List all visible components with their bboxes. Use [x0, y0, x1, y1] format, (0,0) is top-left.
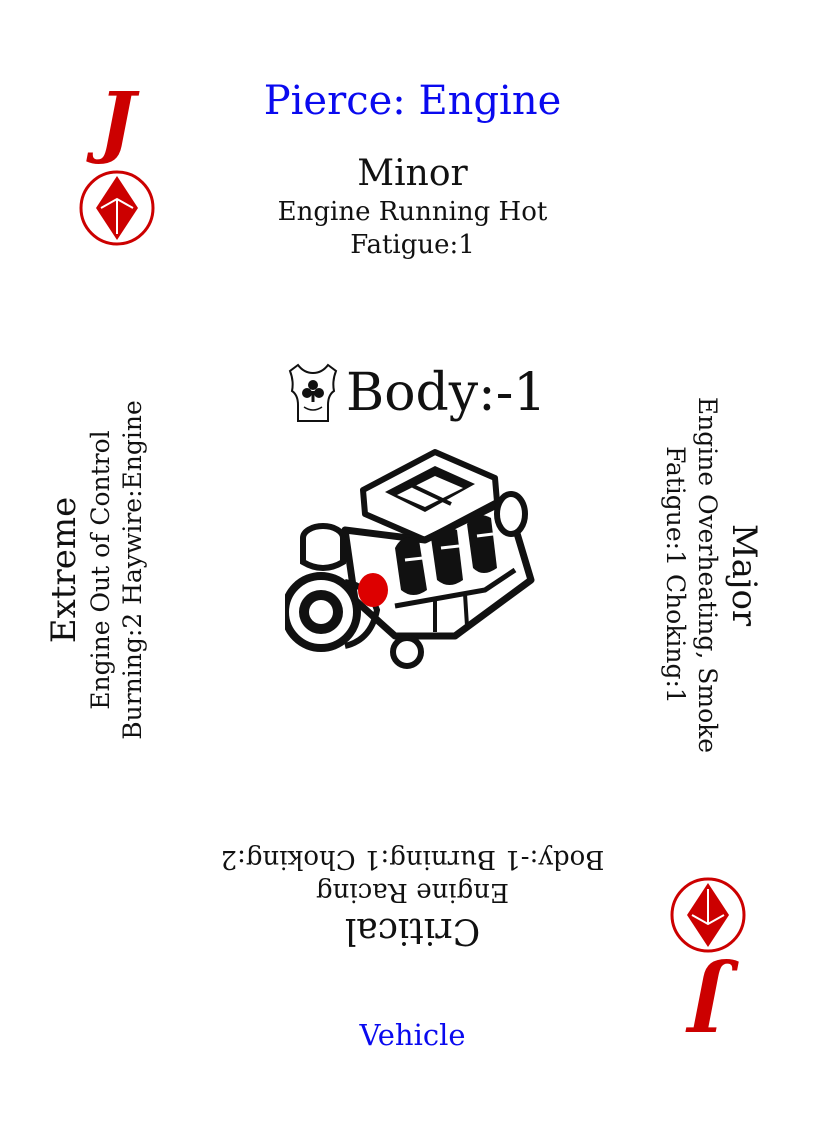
body-stat-label: Body:-1 [346, 363, 547, 423]
major-penalty: Fatigue:1 Choking:1 [661, 446, 690, 704]
minor-effect: Engine Running Hot [277, 197, 548, 227]
corner-index-top-left: J [72, 80, 162, 248]
engine-icon [285, 449, 535, 669]
extreme-section: Extreme Engine Out of Control Burning:2 … [43, 270, 193, 870]
card-footer: Vehicle [359, 1018, 466, 1052]
minor-severity: Minor [357, 153, 468, 194]
critical-severity: Critical [344, 910, 481, 951]
minor-penalty: Fatigue:1 [350, 230, 475, 260]
extreme-penalty: Burning:2 Haywire:Engine [118, 400, 147, 740]
card-rank: J [98, 76, 136, 167]
major-section: Major Engine Overheating, Smoke Fatigue:… [615, 275, 765, 875]
extreme-effect: Engine Out of Control [86, 430, 115, 710]
corner-index-bottom-right: J [663, 875, 753, 1047]
diamond-icon [79, 170, 155, 246]
card-title: Pierce: Engine [263, 78, 562, 124]
diamond-icon [670, 877, 746, 953]
major-effect: Engine Overheating, Smoke [693, 396, 722, 754]
critical-effect: Engine Racing [315, 877, 510, 907]
torso-clubs-icon [288, 363, 338, 422]
critical-penalty: Body:-1 Burning:1 Choking:2 [220, 844, 605, 874]
minor-section: Minor Engine Running Hot Fatigue:1 [0, 152, 825, 262]
body-stat: Body:-1 [284, 358, 546, 428]
extreme-severity: Extreme [44, 496, 84, 644]
major-severity: Major [724, 523, 764, 627]
critical-section: Critical Engine Racing Body:-1 Burning:1… [0, 842, 825, 952]
